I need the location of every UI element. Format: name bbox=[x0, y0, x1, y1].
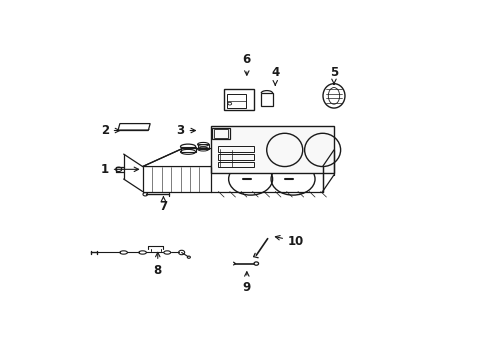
Text: 1: 1 bbox=[101, 163, 138, 176]
Bar bbox=[261, 93, 272, 107]
Bar bbox=[197, 144, 208, 149]
Bar bbox=[210, 126, 333, 174]
Bar bbox=[213, 129, 228, 138]
Bar bbox=[218, 154, 254, 159]
Bar bbox=[226, 94, 245, 108]
Bar bbox=[211, 128, 230, 139]
Text: 10: 10 bbox=[275, 235, 304, 248]
Text: 2: 2 bbox=[101, 124, 120, 137]
Bar bbox=[180, 147, 195, 152]
Text: 4: 4 bbox=[270, 66, 279, 85]
Text: 5: 5 bbox=[329, 66, 337, 84]
Text: 7: 7 bbox=[159, 197, 167, 213]
Bar bbox=[224, 89, 254, 110]
Text: 3: 3 bbox=[176, 124, 195, 137]
Text: 9: 9 bbox=[242, 272, 250, 294]
Text: 8: 8 bbox=[153, 252, 162, 277]
Text: 6: 6 bbox=[242, 53, 250, 75]
Bar bbox=[218, 162, 254, 167]
Bar bbox=[218, 146, 254, 152]
